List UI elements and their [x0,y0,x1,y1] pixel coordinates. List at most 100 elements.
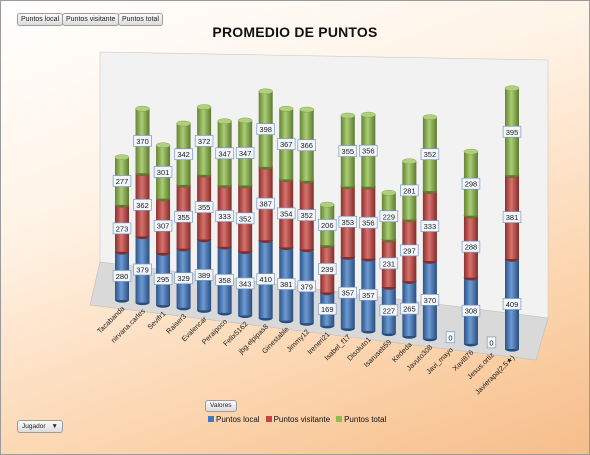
data-label: 229 [383,212,396,221]
data-label-box [112,175,132,187]
data-label-box [318,303,337,315]
data-label-box [486,336,497,349]
data-label-box [338,286,358,299]
bar-segment-top [155,142,171,149]
data-label: 277 [116,177,129,186]
data-label: 333 [218,212,231,221]
data-label-box [174,210,193,223]
bar-segment-top [402,158,417,165]
data-label-box [194,135,214,147]
data-label: 281 [403,186,416,195]
data-label: 409 [506,300,519,309]
data-label: 366 [300,141,313,150]
data-label: 343 [239,279,252,288]
data-label-box [215,273,234,286]
legend-swatch-visitante [265,416,272,422]
data-label-box [318,219,337,231]
data-label: 387 [259,200,272,209]
data-label-box [153,166,173,178]
dropdown-arrow-icon: ▼ [51,423,58,430]
data-label-box [276,138,296,150]
data-label: 357 [362,291,375,300]
data-label-box [112,222,132,235]
legend-item-total: Puntos total [336,415,386,424]
bar-segment-top [279,106,294,112]
data-label: 206 [321,221,334,230]
data-label-box [420,294,440,306]
data-label: 333 [424,222,437,231]
data-label-box [133,263,152,276]
data-label: 227 [383,306,396,315]
data-label-box [133,135,152,147]
data-label-box [297,280,316,293]
data-label-box [174,272,193,285]
data-label: 265 [403,305,416,314]
bar-segment-top [422,114,438,121]
data-label: 355 [177,213,190,222]
bar-segment-top [340,112,355,119]
data-label: 381 [506,213,519,222]
data-label: 352 [424,150,437,159]
data-label: 379 [300,282,313,291]
data-label-box [194,201,214,214]
row-field-button-jugador[interactable]: Jugador ▼ [17,420,63,433]
data-label: 307 [157,222,170,231]
data-label: 358 [218,276,231,285]
data-label-box [502,125,522,138]
data-label: 389 [198,271,211,280]
data-label-box [256,273,275,286]
bar-segment-top [237,117,253,124]
data-label-box [174,148,193,161]
data-label: 395 [506,128,519,137]
data-label: 347 [239,149,252,158]
data-label: 301 [157,168,170,177]
field-button-puntos-total[interactable]: Puntos total [118,13,163,26]
data-label: 370 [136,137,149,146]
data-label-box [461,177,481,190]
data-label-box [256,197,275,210]
values-field-button[interactable]: Valores [205,400,237,412]
data-label-box [297,139,316,152]
legend-label-local: Puntos local [216,414,260,424]
data-label: 231 [383,259,396,268]
data-label: 308 [465,307,478,316]
row-field-label: Jugador [22,423,46,430]
bar-segment-top [463,148,479,155]
data-label-box [112,270,132,282]
data-label-box [420,220,440,232]
data-label: 352 [239,214,252,223]
data-label-box [215,147,234,160]
data-label-box [461,304,481,317]
data-label: 398 [259,125,272,134]
data-label-box [318,263,337,275]
data-label: 295 [157,275,170,284]
data-label-box [400,302,419,315]
data-label: 372 [198,137,211,146]
data-label: 352 [300,211,313,220]
bar-segment-top [114,154,130,161]
data-label: 0 [448,333,452,342]
data-label-box [276,278,296,290]
data-label-box [133,198,152,211]
data-label-box [215,210,234,222]
legend: Puntos local Puntos visitante Puntos tot… [208,413,386,425]
data-label-box [359,144,378,157]
data-label-box [502,211,522,223]
data-label-box [153,219,173,232]
data-label-box [338,215,358,228]
data-label-box [235,147,255,159]
data-label-box [235,277,255,290]
data-label-box [420,148,440,161]
data-label: 353 [342,218,355,227]
data-label: 169 [321,305,334,314]
legend-label-visitante: Puntos visitante [273,414,331,424]
data-label-box [297,209,316,221]
bar-segment-top [299,106,314,113]
data-label: 298 [465,180,478,189]
bar-segment-top [217,118,232,125]
data-label: 342 [177,150,190,159]
data-label-box [194,269,214,281]
legend-item-visitante: Puntos visitante [265,414,331,424]
data-label-box [502,298,522,310]
data-label: 367 [280,140,293,149]
